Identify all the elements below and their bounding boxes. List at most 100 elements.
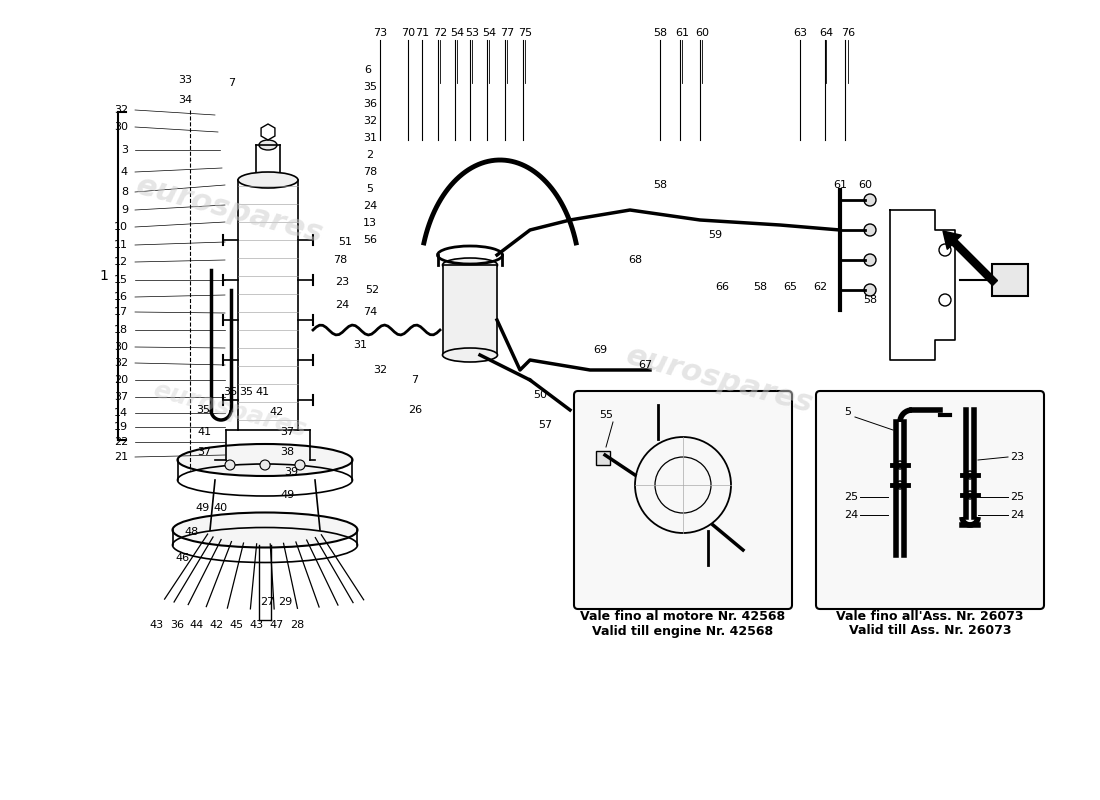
Text: Valid till engine Nr. 42568: Valid till engine Nr. 42568 [593, 625, 773, 638]
Bar [443, 265, 497, 355]
Text: 15: 15 [114, 275, 128, 285]
Text: 41: 41 [197, 427, 211, 437]
Text: 3: 3 [121, 145, 128, 155]
Bar [596, 451, 611, 465]
Text: 35: 35 [363, 82, 377, 92]
Text: 54: 54 [450, 28, 464, 38]
Text: 32: 32 [373, 365, 387, 375]
Text: 37: 37 [279, 427, 294, 437]
Text: 71: 71 [415, 28, 429, 38]
Text: 28: 28 [290, 620, 304, 630]
Text: 6: 6 [364, 65, 372, 75]
Text: 12: 12 [114, 257, 128, 267]
Text: 61: 61 [675, 28, 689, 38]
Text: 32: 32 [363, 116, 377, 126]
Text: 78: 78 [363, 167, 377, 177]
Text: 40: 40 [213, 503, 227, 513]
Text: 76: 76 [840, 28, 855, 38]
Text: 75: 75 [518, 28, 532, 38]
Text: 30: 30 [114, 122, 128, 132]
Text: 42: 42 [210, 620, 224, 630]
Circle shape [966, 471, 974, 479]
Text: 2: 2 [366, 150, 374, 160]
Ellipse shape [177, 444, 352, 476]
Text: 30: 30 [114, 342, 128, 352]
Text: 59: 59 [708, 230, 722, 240]
Text: 18: 18 [114, 325, 128, 335]
Text: 5: 5 [845, 407, 851, 417]
Text: 74: 74 [363, 307, 377, 317]
Ellipse shape [442, 348, 497, 362]
Circle shape [226, 460, 235, 470]
Ellipse shape [258, 140, 277, 150]
Text: 54: 54 [482, 28, 496, 38]
Circle shape [896, 461, 904, 469]
Text: 67: 67 [638, 360, 652, 370]
Text: eurospares: eurospares [133, 171, 327, 249]
Text: 37: 37 [197, 447, 211, 457]
Ellipse shape [442, 258, 497, 272]
Text: 24: 24 [844, 510, 858, 520]
Text: 5: 5 [366, 184, 374, 194]
Text: 64: 64 [818, 28, 833, 38]
Text: 63: 63 [793, 28, 807, 38]
Text: 11: 11 [114, 240, 128, 250]
Text: 31: 31 [363, 133, 377, 143]
Circle shape [896, 481, 904, 489]
Text: 19: 19 [114, 422, 128, 432]
Text: 47: 47 [270, 620, 284, 630]
Text: 50: 50 [534, 390, 547, 400]
Text: 21: 21 [114, 452, 128, 462]
Text: 14: 14 [114, 408, 128, 418]
Text: 25: 25 [1010, 492, 1024, 502]
Text: 7: 7 [411, 375, 419, 385]
Text: 69: 69 [593, 345, 607, 355]
Text: eurospares: eurospares [624, 341, 817, 419]
Text: 10: 10 [114, 222, 128, 232]
Text: 65: 65 [783, 282, 798, 292]
Text: 70: 70 [400, 28, 415, 38]
FancyBboxPatch shape [816, 391, 1044, 609]
Text: 51: 51 [338, 237, 352, 247]
Text: 58: 58 [653, 180, 667, 190]
Text: 46: 46 [176, 553, 190, 563]
Text: 22: 22 [113, 437, 128, 447]
Text: 62: 62 [813, 282, 827, 292]
Text: Valid till Ass. Nr. 26073: Valid till Ass. Nr. 26073 [849, 625, 1011, 638]
Text: 49: 49 [280, 490, 295, 500]
FancyArrow shape [943, 231, 998, 286]
Text: 4: 4 [121, 167, 128, 177]
Text: 20: 20 [114, 375, 128, 385]
Text: 58: 58 [862, 295, 877, 305]
Text: 66: 66 [715, 282, 729, 292]
Text: 58: 58 [653, 28, 667, 38]
Text: Vale fino al motore Nr. 42568: Vale fino al motore Nr. 42568 [581, 610, 785, 623]
Text: 56: 56 [363, 235, 377, 245]
Text: 53: 53 [465, 28, 478, 38]
Text: 33: 33 [178, 75, 192, 85]
Text: 37: 37 [114, 392, 128, 402]
Text: 60: 60 [858, 180, 872, 190]
Text: 31: 31 [353, 340, 367, 350]
FancyBboxPatch shape [574, 391, 792, 609]
Text: 55: 55 [600, 410, 613, 420]
Text: 32: 32 [114, 358, 128, 368]
Text: 49: 49 [196, 503, 210, 513]
Text: 23: 23 [334, 277, 349, 287]
Text: 13: 13 [363, 218, 377, 228]
Text: 61: 61 [833, 180, 847, 190]
Circle shape [966, 491, 974, 499]
Text: 25: 25 [844, 492, 858, 502]
Text: 36: 36 [223, 387, 236, 397]
Text: 39: 39 [284, 467, 298, 477]
Text: 32: 32 [114, 105, 128, 115]
Text: 38: 38 [279, 447, 294, 457]
Text: 8: 8 [121, 187, 128, 197]
Text: 36: 36 [170, 620, 184, 630]
Text: 24: 24 [334, 300, 349, 310]
Text: 43: 43 [250, 620, 264, 630]
Text: 43: 43 [150, 620, 164, 630]
Text: 77: 77 [499, 28, 514, 38]
Ellipse shape [238, 172, 298, 188]
Text: 45: 45 [230, 620, 244, 630]
